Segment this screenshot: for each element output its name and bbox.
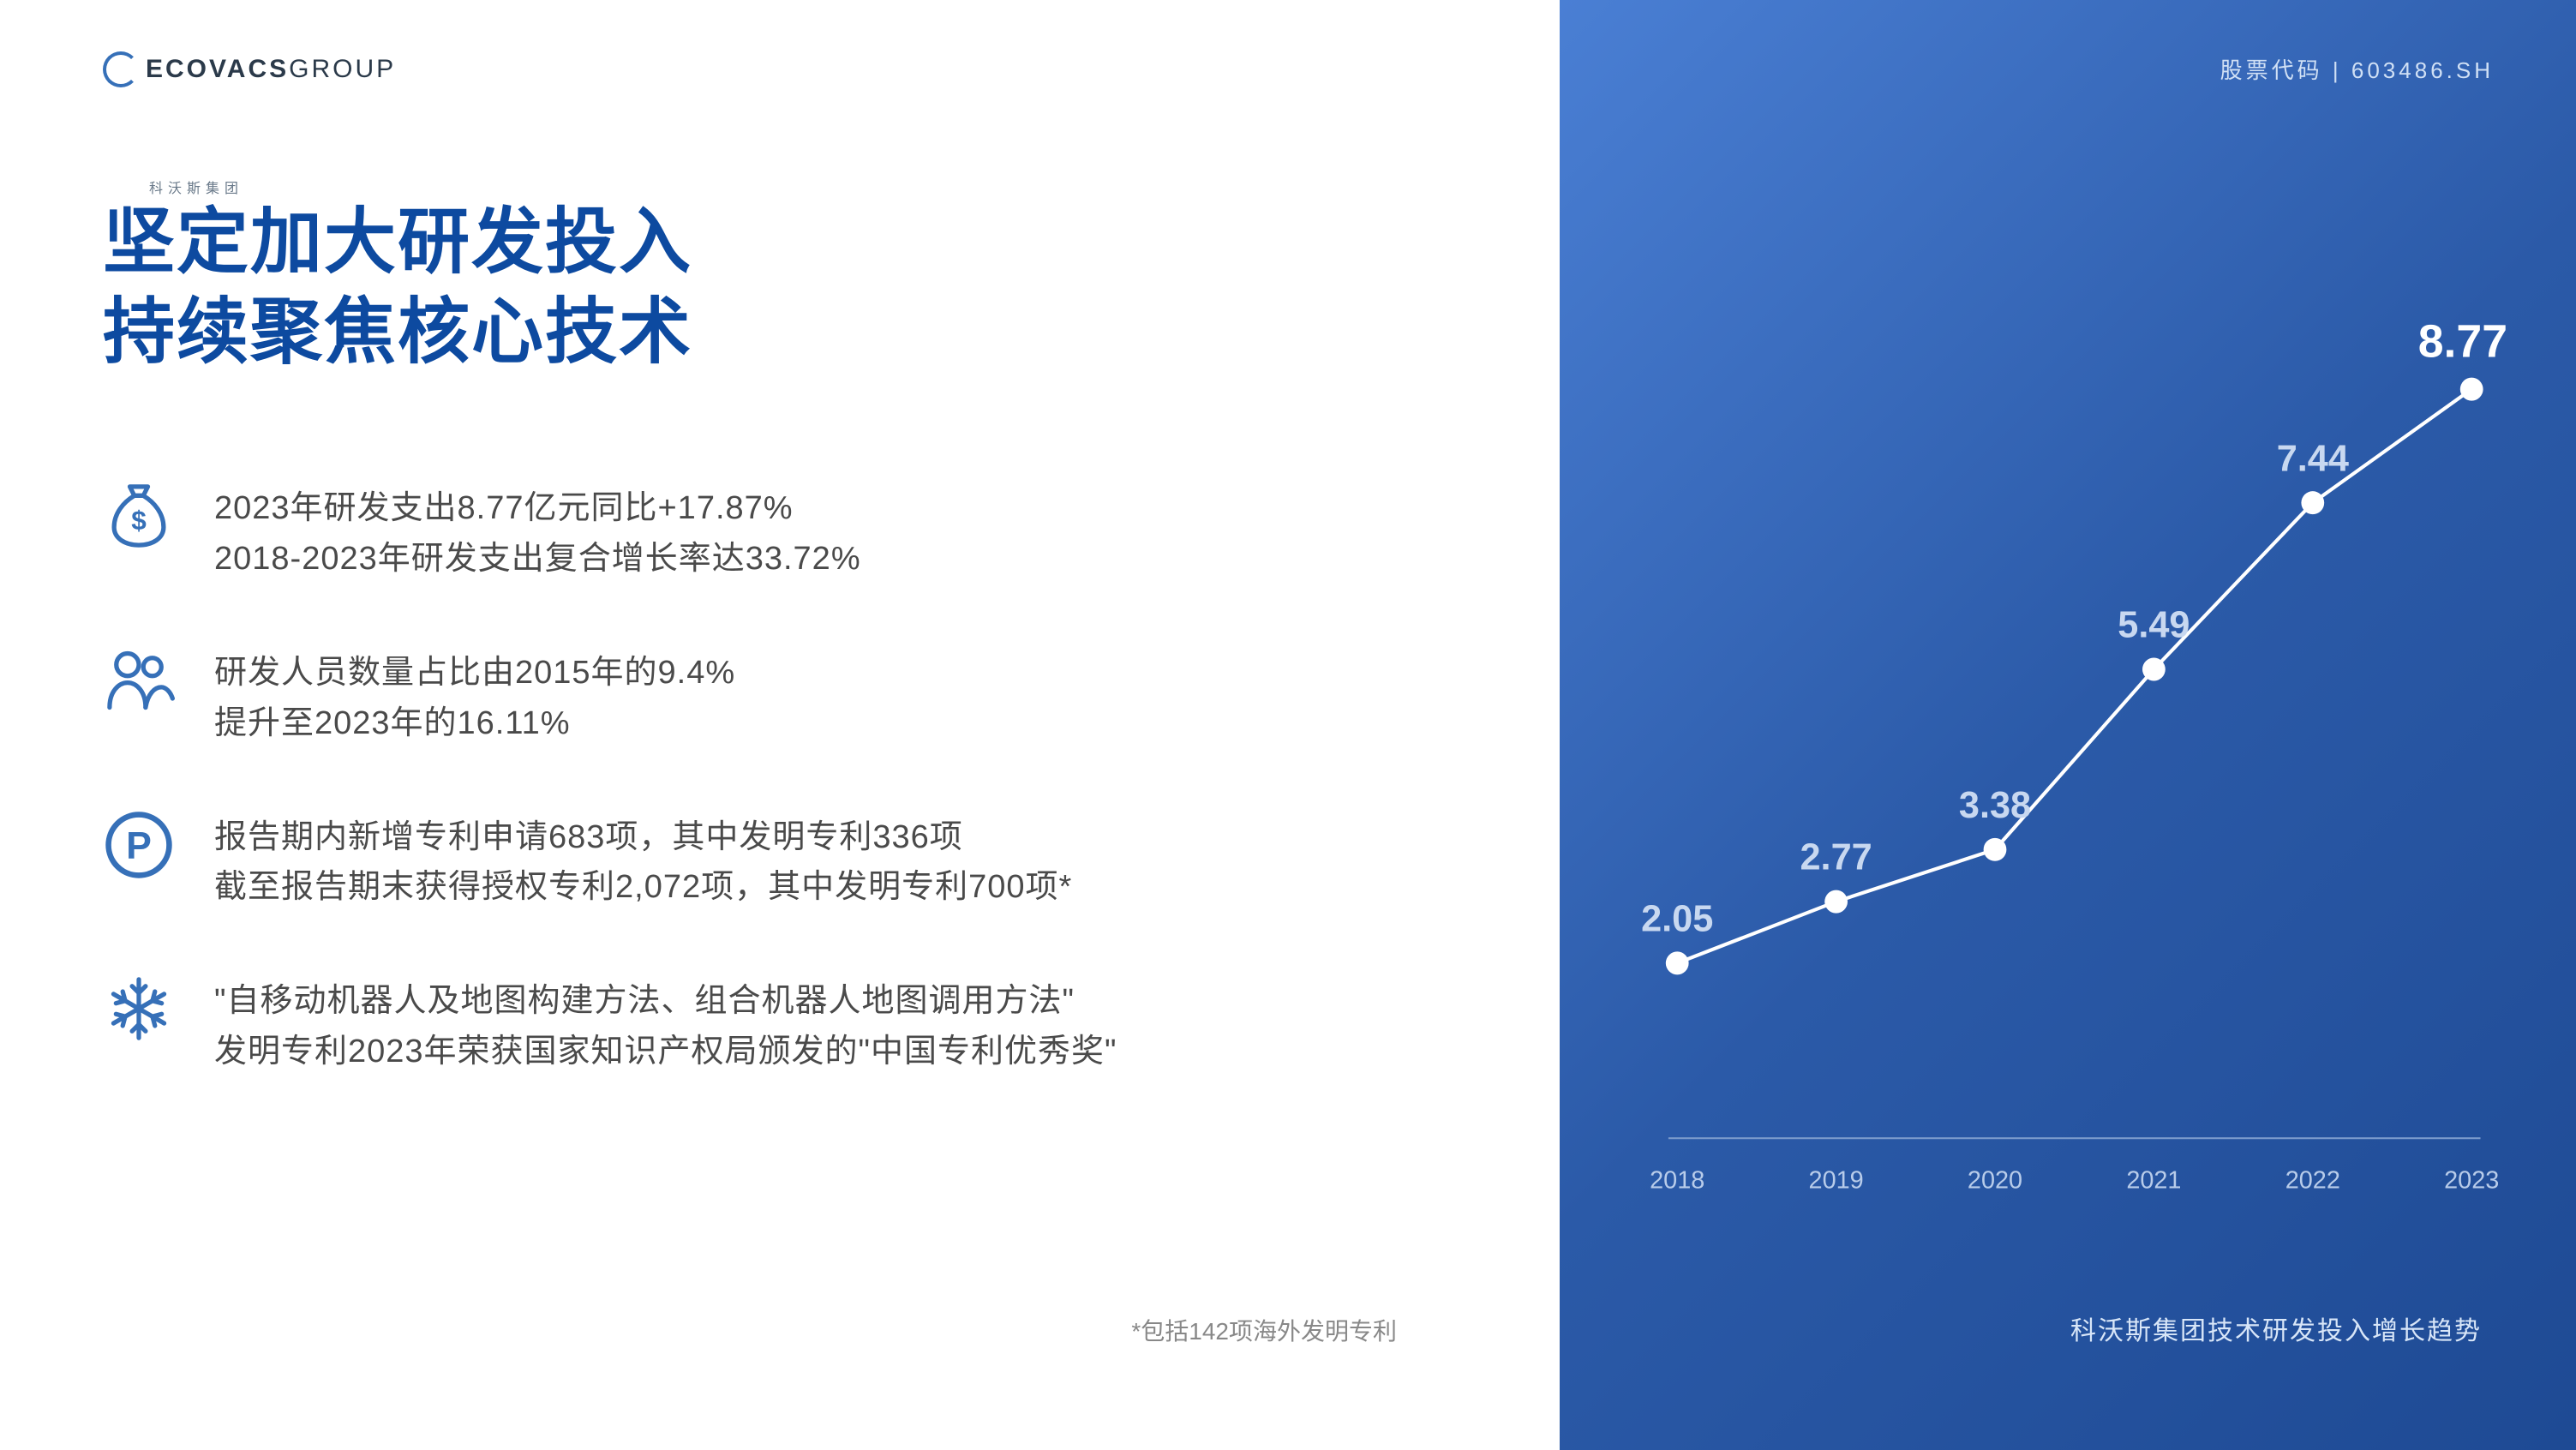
- bullet-list: $ 2023年研发支出8.77亿元同比+17.87% 2018-2023年研发支…: [103, 480, 1457, 1077]
- bullet-text: 2023年研发支出8.77亿元同比+17.87% 2018-2023年研发支出复…: [214, 480, 861, 584]
- bullet-line: 报告期内新增专利申请683项，其中发明专利336项: [214, 812, 1072, 863]
- chart-x-label: 2023: [2444, 1166, 2499, 1194]
- title-line-2: 持续聚焦核心技术: [103, 291, 692, 372]
- title-line-1: 坚定加大研发投入: [103, 201, 692, 282]
- bullet-line: "自移动机器人及地图构建方法、组合机器人地图调用方法": [214, 976, 1117, 1027]
- svg-text:$: $: [131, 505, 147, 536]
- stock-sep: |: [2333, 57, 2342, 83]
- chart-x-label: 2021: [2126, 1166, 2181, 1194]
- bullet-item: P 报告期内新增专利申请683项，其中发明专利336项 截至报告期末获得授权专利…: [103, 809, 1457, 914]
- chart-caption: 科沃斯集团技术研发投入增长趋势: [2070, 1309, 2482, 1347]
- logo-brand-2: GROUP: [289, 55, 396, 83]
- bullet-line: 2023年研发支出8.77亿元同比+17.87%: [214, 483, 861, 534]
- logo-brand: ECOVACSGROUP: [146, 55, 396, 84]
- bullet-text: 研发人员数量占比由2015年的9.4% 提升至2023年的16.11%: [214, 644, 735, 749]
- bullet-item: "自移动机器人及地图构建方法、组合机器人地图调用方法" 发明专利2023年荣获国…: [103, 973, 1457, 1077]
- chart-x-label: 2019: [1809, 1166, 1864, 1194]
- chart-value-label: 8.77: [2418, 316, 2507, 368]
- money-bag-icon: $: [103, 480, 175, 552]
- people-icon: [103, 644, 175, 716]
- logo-subtitle: 科沃斯集团: [149, 177, 1457, 197]
- bullet-line: 发明专利2023年荣获国家知识产权局颁发的"中国专利优秀奖": [214, 1027, 1117, 1077]
- bullet-item: 研发人员数量占比由2015年的9.4% 提升至2023年的16.11%: [103, 644, 1457, 749]
- bullet-line: 提升至2023年的16.11%: [214, 698, 735, 749]
- bullet-text: 报告期内新增专利申请683项，其中发明专利336项 截至报告期末获得授权专利2,…: [214, 809, 1072, 914]
- chart-value-label: 3.38: [1959, 785, 2031, 826]
- chart-x-label: 2022: [2285, 1166, 2340, 1194]
- chart-value-label: 5.49: [2118, 604, 2190, 645]
- chart-value-label: 7.44: [2277, 438, 2349, 479]
- footnote: *包括142项海外发明专利: [1131, 1313, 1397, 1347]
- bullet-item: $ 2023年研发支出8.77亿元同比+17.87% 2018-2023年研发支…: [103, 480, 1457, 584]
- bullet-line: 截至报告期末获得授权专利2,072项，其中发明专利700项*: [214, 862, 1072, 913]
- chart-value-label: 2.77: [1800, 837, 1872, 878]
- logo-block: ECOVACSGROUP 科沃斯集团: [103, 51, 1457, 197]
- stock-code: 股票代码 | 603486.SH: [2220, 53, 2494, 85]
- logo-brand-1: ECOVACS: [146, 55, 289, 83]
- line-chart: 2.05 2018 2.77 2019 3.38 2020 5.49 2021 7.44 2022…: [1642, 249, 2525, 1227]
- logo-row: ECOVACSGROUP: [103, 51, 1457, 87]
- bullet-line: 研发人员数量占比由2015年的9.4%: [214, 648, 735, 698]
- chart-value-label: 2.05: [1642, 898, 1713, 939]
- chart-x-label: 2020: [1968, 1166, 2022, 1194]
- stock-label: 股票代码: [2220, 57, 2323, 83]
- bullet-line: 2018-2023年研发支出复合增长率达33.72%: [214, 534, 861, 584]
- logo-arc-icon: [103, 51, 139, 87]
- snowflake-icon: [103, 973, 175, 1045]
- svg-text:P: P: [126, 824, 152, 866]
- chart-x-label: 2018: [1650, 1166, 1704, 1194]
- bullet-text: "自移动机器人及地图构建方法、组合机器人地图调用方法" 发明专利2023年荣获国…: [214, 973, 1117, 1077]
- left-panel: ECOVACSGROUP 科沃斯集团 坚定加大研发投入 持续聚焦核心技术 $ 2…: [0, 0, 1560, 1450]
- circle-p-icon: P: [103, 809, 175, 881]
- stock-code-value: 603486.SH: [2351, 57, 2494, 83]
- right-panel: 股票代码 | 603486.SH 2.05 2018 2.77 2019 3.38 202…: [1560, 0, 2576, 1450]
- page-title: 坚定加大研发投入 持续聚焦核心技术: [103, 197, 1457, 377]
